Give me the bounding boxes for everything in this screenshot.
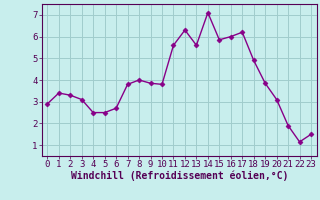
X-axis label: Windchill (Refroidissement éolien,°C): Windchill (Refroidissement éolien,°C): [70, 171, 288, 181]
